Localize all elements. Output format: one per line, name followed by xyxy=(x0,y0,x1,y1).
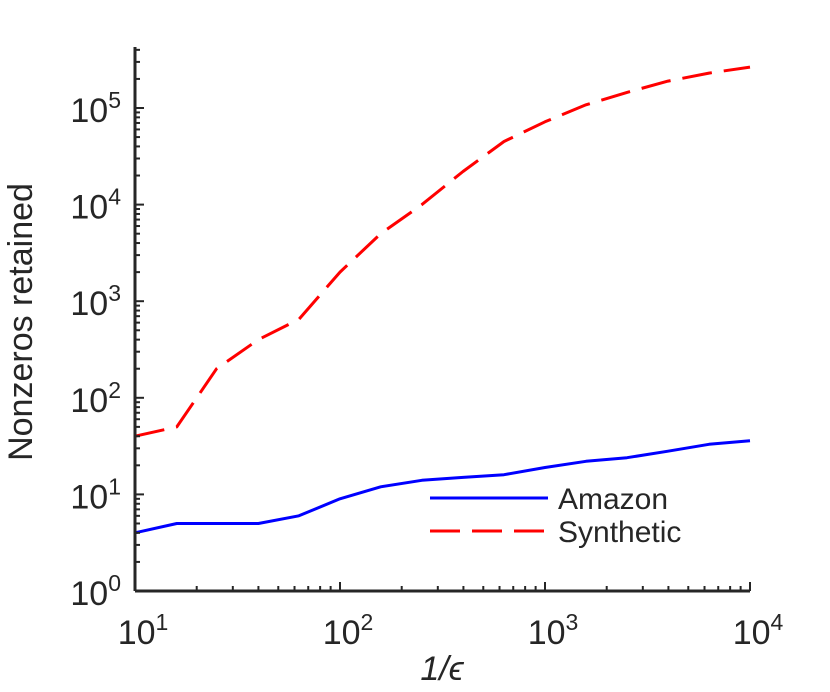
x-tick-label: 101 xyxy=(118,609,169,652)
series-line-amazon xyxy=(134,439,751,535)
series-line-synthetic xyxy=(134,65,751,438)
axes xyxy=(133,47,751,593)
x-axis-label: 1/ϵ xyxy=(420,650,464,688)
legend-label-amazon: Amazon xyxy=(558,483,668,516)
y-axis-label: Nonzeros retained xyxy=(2,183,40,461)
legend-label-synthetic: Synthetic xyxy=(558,516,681,549)
y-tick-label: 104 xyxy=(70,184,121,227)
series-layer xyxy=(134,65,751,535)
x-tick-label: 103 xyxy=(528,609,579,652)
x-tick-label: 102 xyxy=(323,609,374,652)
y-tick-label: 105 xyxy=(70,87,121,130)
y-tick-label: 102 xyxy=(70,377,121,420)
x-tick-label: 104 xyxy=(733,609,784,652)
y-tick-label: 103 xyxy=(70,280,121,323)
y-tick-label: 100 xyxy=(70,570,121,613)
y-tick-label: 101 xyxy=(70,473,121,516)
